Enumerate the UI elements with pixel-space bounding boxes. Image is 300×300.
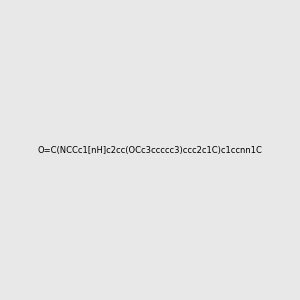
Text: O=C(NCCc1[nH]c2cc(OCc3ccccc3)ccc2c1C)c1ccnn1C: O=C(NCCc1[nH]c2cc(OCc3ccccc3)ccc2c1C)c1c… — [38, 146, 262, 154]
